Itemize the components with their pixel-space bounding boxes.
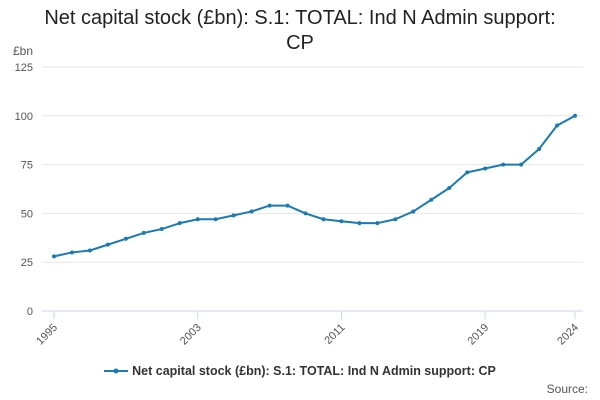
data-point[interactable]: [501, 162, 506, 167]
legend-label: Net capital stock (£bn): S.1: TOTAL: Ind…: [132, 364, 496, 378]
grid-lines: [42, 66, 583, 263]
legend-line-icon: [104, 368, 129, 374]
y-tick-label: 50: [21, 208, 33, 220]
y-axis-unit: £bn: [13, 44, 34, 58]
data-point[interactable]: [159, 227, 164, 232]
x-tick-label: 2024: [555, 322, 581, 348]
y-tick-labels: 0 25 50 75 100 125: [15, 62, 33, 318]
y-tick-label: 0: [27, 306, 33, 318]
data-point[interactable]: [249, 209, 254, 214]
data-point[interactable]: [87, 248, 92, 253]
data-point[interactable]: [447, 186, 452, 191]
x-tick-label: 2003: [178, 322, 204, 348]
x-tick-label: 1995: [34, 322, 60, 348]
data-point[interactable]: [267, 203, 272, 208]
chart-title: Net capital stock (£bn): S.1: TOTAL: Ind…: [44, 7, 556, 54]
y-tick-label: 125: [15, 62, 33, 74]
series: [52, 113, 577, 259]
series-line: [53, 114, 576, 258]
y-tick-label: 75: [21, 160, 33, 172]
data-point[interactable]: [483, 166, 488, 171]
data-point[interactable]: [231, 213, 236, 218]
data-point[interactable]: [555, 123, 560, 128]
data-point[interactable]: [105, 242, 110, 247]
data-point[interactable]: [195, 217, 200, 222]
x-tick-label: 2011: [322, 322, 347, 347]
data-point[interactable]: [465, 170, 470, 175]
data-point[interactable]: [177, 221, 182, 226]
data-point[interactable]: [123, 236, 128, 241]
data-point[interactable]: [285, 203, 290, 208]
y-tick-label: 25: [21, 257, 33, 269]
data-point[interactable]: [339, 219, 344, 224]
x-tick-labels: 1995 2003 2011 2019 2024: [34, 322, 581, 348]
data-point[interactable]: [537, 146, 542, 151]
y-tick-label: 100: [15, 111, 33, 123]
data-point[interactable]: [303, 211, 308, 216]
data-point[interactable]: [213, 217, 218, 222]
data-point[interactable]: [429, 197, 434, 202]
data-point[interactable]: [573, 113, 577, 118]
data-point[interactable]: [411, 209, 416, 214]
x-tick-label: 2019: [465, 322, 491, 348]
data-point[interactable]: [375, 221, 380, 226]
data-point[interactable]: [393, 217, 398, 222]
data-point[interactable]: [141, 230, 146, 235]
data-point[interactable]: [519, 162, 524, 167]
data-point[interactable]: [357, 221, 362, 226]
legend[interactable]: Net capital stock (£bn): S.1: TOTAL: Ind…: [0, 364, 600, 378]
data-point[interactable]: [69, 250, 74, 255]
data-point[interactable]: [52, 254, 56, 259]
source-label[interactable]: Source:: [546, 382, 588, 396]
data-point[interactable]: [321, 217, 326, 222]
axes: [42, 310, 583, 319]
